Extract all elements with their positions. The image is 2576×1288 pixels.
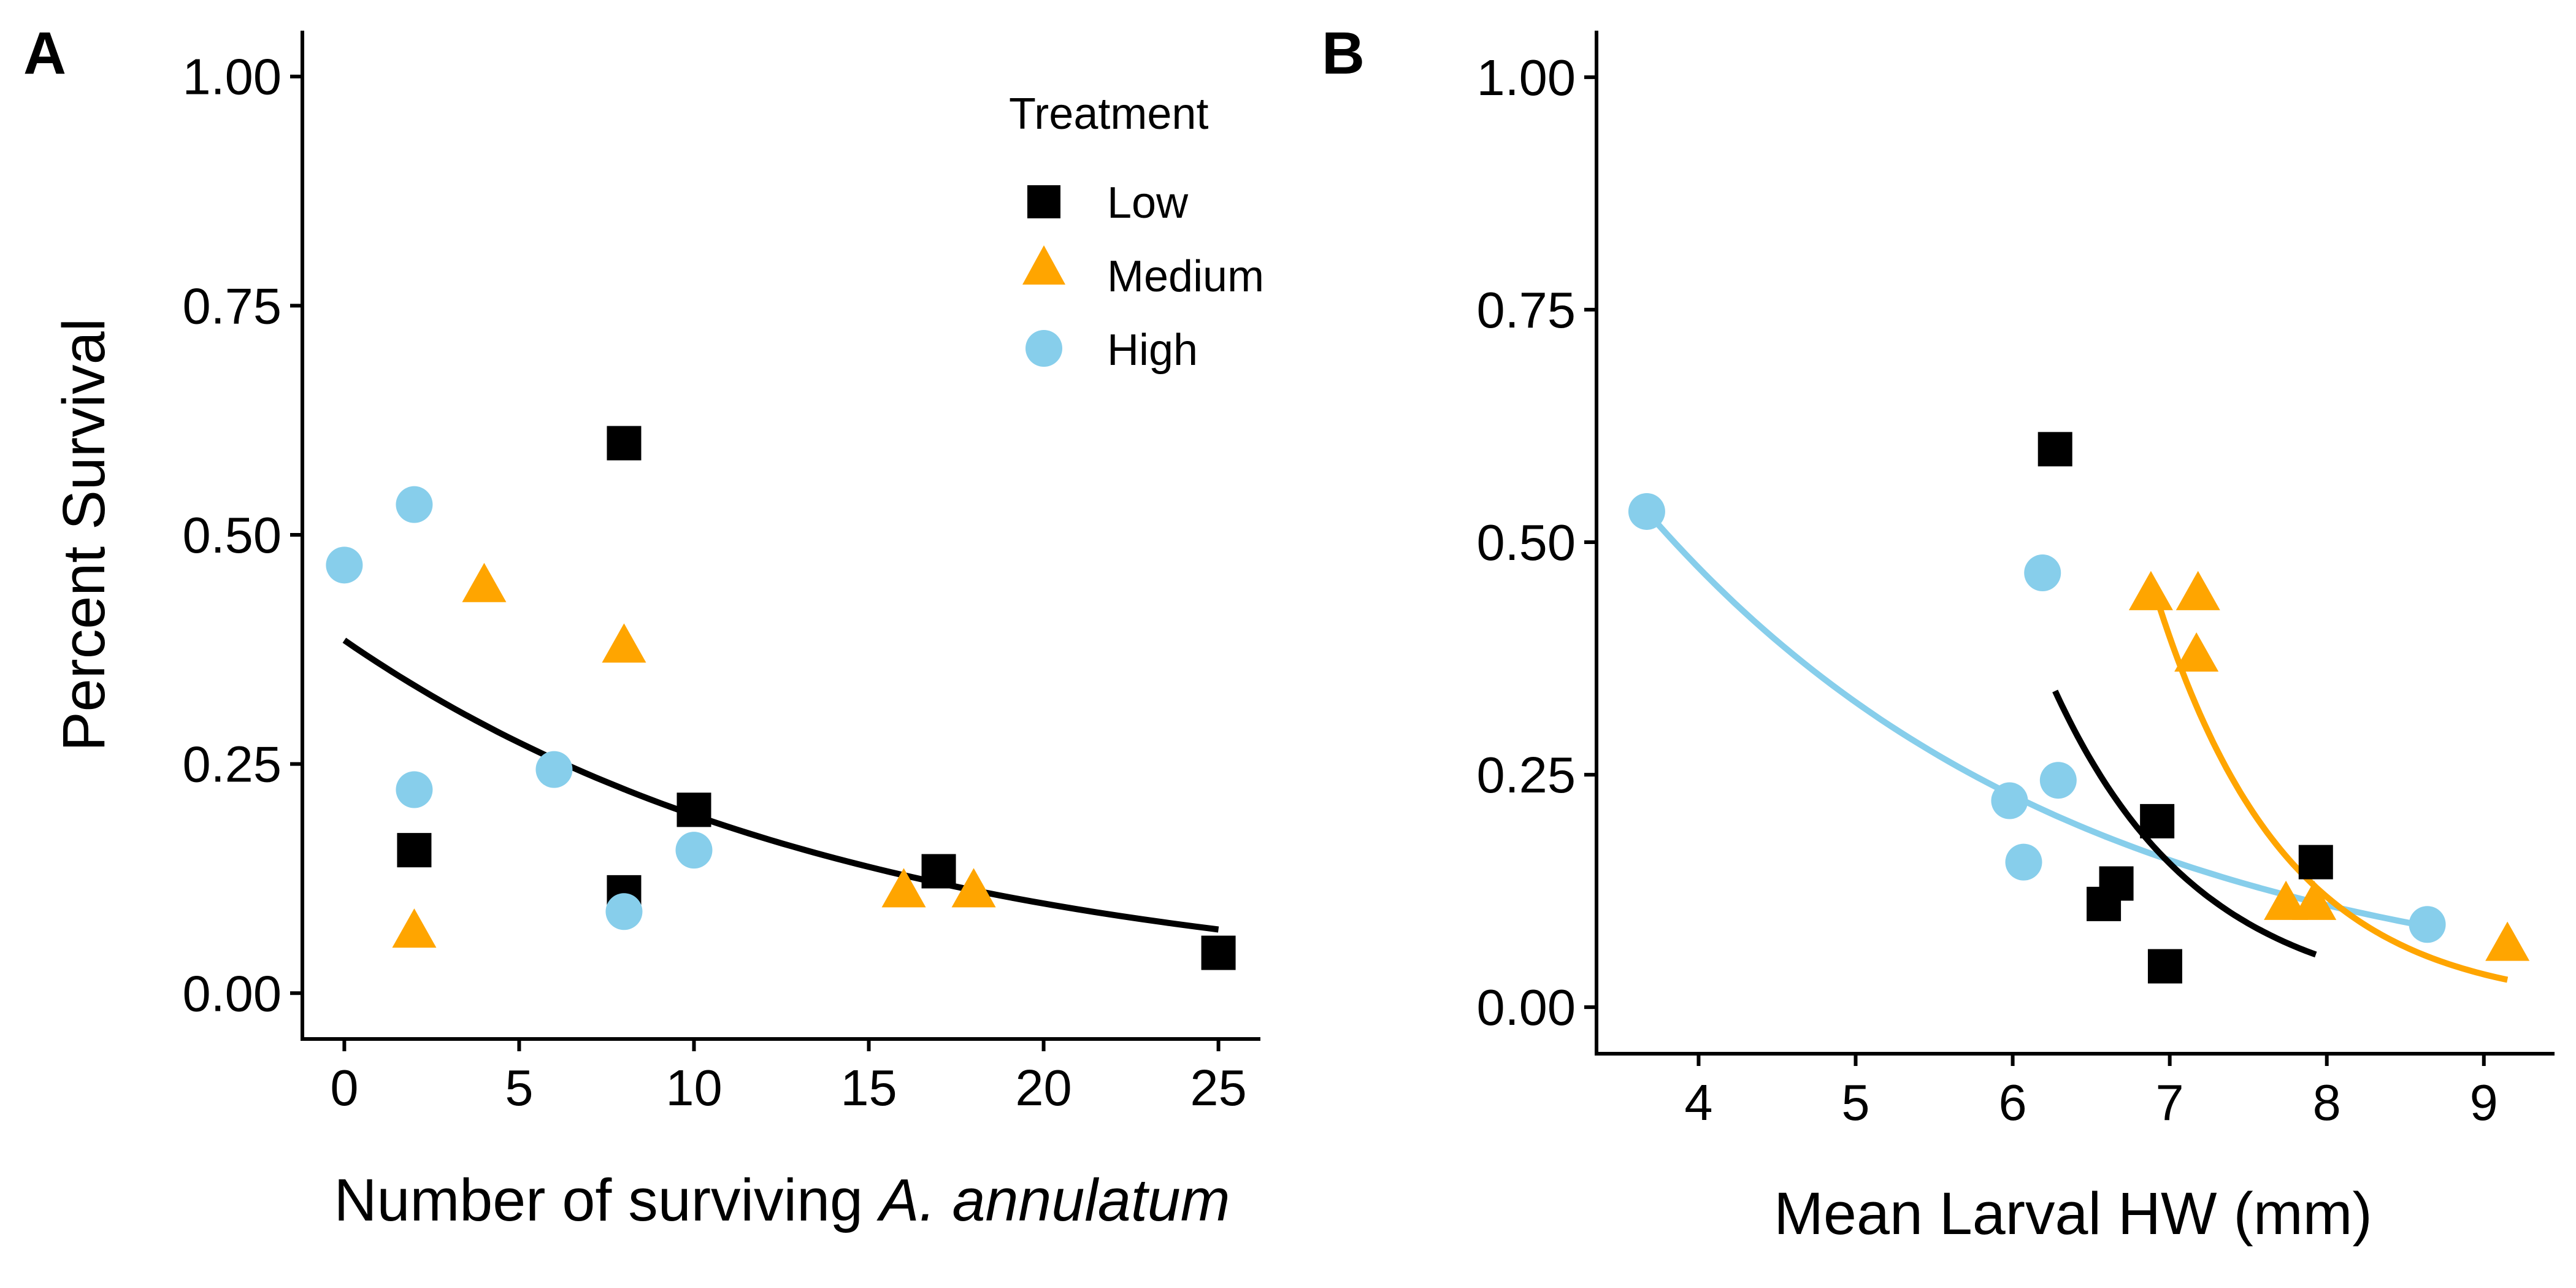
legend-item-medium: Medium — [1022, 245, 1264, 301]
panel-b-x-tick-label: 5 — [1841, 1074, 1869, 1131]
legend-label-low: Low — [1107, 178, 1189, 228]
panel-b-point-medium — [2174, 632, 2219, 672]
panel-b-y-tick-label: 1.00 — [1476, 49, 1576, 106]
panel-b-point-low — [2147, 949, 2182, 984]
panel-b: B 0.00 0.25 0.50 0.75 1.00 4 5 6 7 8 9 Mean Larval… — [1322, 20, 2555, 1247]
panel-b-point-high — [2409, 906, 2446, 943]
panel-b-fit-lines — [1644, 509, 2509, 983]
legend-key-low-square-icon — [1027, 185, 1060, 218]
panel-b-point-low — [2298, 845, 2333, 880]
panel-a-x-tick-label: 10 — [665, 1059, 722, 1116]
panel-a-x-tick-label: 15 — [840, 1059, 897, 1116]
panel-a-point-low — [677, 792, 711, 827]
panel-b-point-medium — [2128, 570, 2173, 610]
panel-a-y-tick-label: 0.50 — [182, 507, 282, 564]
legend-key-medium-triangle-icon — [1022, 245, 1065, 285]
panel-b-point-low — [2140, 803, 2175, 838]
legend-label-medium: Medium — [1107, 252, 1264, 301]
panel-a-point-high — [326, 546, 363, 584]
panel-b-point-high — [2024, 554, 2061, 592]
panel-a-x-axis-title-species: A. annulatum — [876, 1167, 1230, 1233]
panel-b-point-high — [1991, 782, 2028, 819]
panel-a-y-axis-title: Percent Survival — [50, 318, 117, 751]
panel-a-point-high — [535, 751, 573, 788]
panel-a-point-low — [397, 833, 432, 868]
panel-a-point-low — [921, 854, 956, 889]
legend-title: Treatment — [1009, 90, 1208, 139]
panel-b-point-medium — [2175, 570, 2220, 610]
panel-a-point-medium — [462, 562, 507, 602]
panel-b-point-medium — [2485, 921, 2530, 961]
panel-a-point-medium — [951, 868, 996, 908]
panel-a-fit-line — [342, 637, 1219, 933]
panel-b-ticks: 0.00 0.25 0.50 0.75 1.00 4 5 6 7 8 9 — [1476, 49, 2497, 1131]
panel-b-y-tick-label: 0.00 — [1476, 979, 1576, 1036]
panel-b-x-tick-label: 7 — [2156, 1074, 2184, 1131]
panel-a-x-axis-title: Number of surviving A. annulatum — [334, 1167, 1230, 1233]
panel-a-point-high — [396, 771, 433, 808]
legend: Treatment Low Medium High — [1009, 90, 1264, 375]
panel-b-point-high — [2039, 762, 2077, 799]
panel-a: A 0.00 0.25 0.50 0.75 1.00 0 5 10 15 20 25 Percent… — [23, 20, 1264, 1233]
panel-a-points — [326, 426, 1236, 970]
panel-b-points — [1628, 432, 2530, 984]
panel-b-point-medium — [2264, 880, 2309, 920]
panel-b-x-tick-label: 9 — [2470, 1074, 2498, 1131]
panel-a-x-tick-label: 0 — [330, 1059, 358, 1116]
panel-a-x-tick-label: 25 — [1190, 1059, 1246, 1116]
panel-a-point-high — [675, 832, 713, 869]
panel-b-x-tick-label: 8 — [2313, 1074, 2341, 1131]
panel-a-point-medium — [392, 908, 437, 948]
panel-a-y-tick-label: 0.25 — [182, 736, 282, 793]
panel-b-y-tick-label: 0.75 — [1476, 282, 1576, 339]
panel-a-point-high — [605, 893, 643, 930]
panel-a-x-axis-title-main: Number of surviving — [334, 1167, 879, 1233]
legend-key-high-circle-icon — [1025, 330, 1062, 367]
panel-a-fit-lines — [342, 637, 1219, 933]
panel-b-y-tick-label: 0.25 — [1476, 746, 1576, 803]
panel-b-point-low — [2037, 432, 2072, 467]
panel-a-point-low — [1201, 935, 1236, 970]
panel-a-y-tick-label: 0.75 — [182, 277, 282, 334]
panel-a-x-tick-label: 20 — [1015, 1059, 1071, 1116]
panel-a-y-tick-label: 0.00 — [182, 965, 282, 1022]
panel-b-fit-line — [2148, 578, 2509, 983]
legend-item-low: Low — [1027, 178, 1189, 228]
panel-b-fit-line — [2052, 689, 2317, 958]
panel-b-point-high — [1628, 493, 1665, 530]
panel-a-point-medium — [602, 623, 646, 663]
panel-a-point-low — [607, 426, 642, 461]
panel-a-letter: A — [23, 20, 66, 86]
panel-a-point-high — [396, 486, 433, 523]
panel-b-y-tick-label: 0.50 — [1476, 514, 1576, 571]
panel-b-fit-line — [1644, 509, 2428, 930]
panel-b-point-medium — [2292, 880, 2337, 920]
panel-a-x-tick-label: 5 — [505, 1059, 533, 1116]
panel-b-x-axis-title: Mean Larval HW (mm) — [1774, 1180, 2372, 1247]
panel-a-ticks: 0.00 0.25 0.50 0.75 1.00 0 5 10 15 20 25 — [182, 48, 1246, 1116]
legend-label-high: High — [1107, 326, 1198, 375]
panel-b-x-tick-label: 6 — [1998, 1074, 2026, 1131]
panel-a-point-medium — [881, 868, 926, 908]
panel-b-point-low — [2099, 866, 2134, 901]
panel-b-x-tick-label: 4 — [1684, 1074, 1712, 1131]
legend-item-high: High — [1025, 326, 1198, 375]
panel-a-y-tick-label: 1.00 — [182, 48, 282, 105]
panel-b-letter: B — [1322, 20, 1365, 86]
panel-b-point-high — [2005, 843, 2042, 881]
